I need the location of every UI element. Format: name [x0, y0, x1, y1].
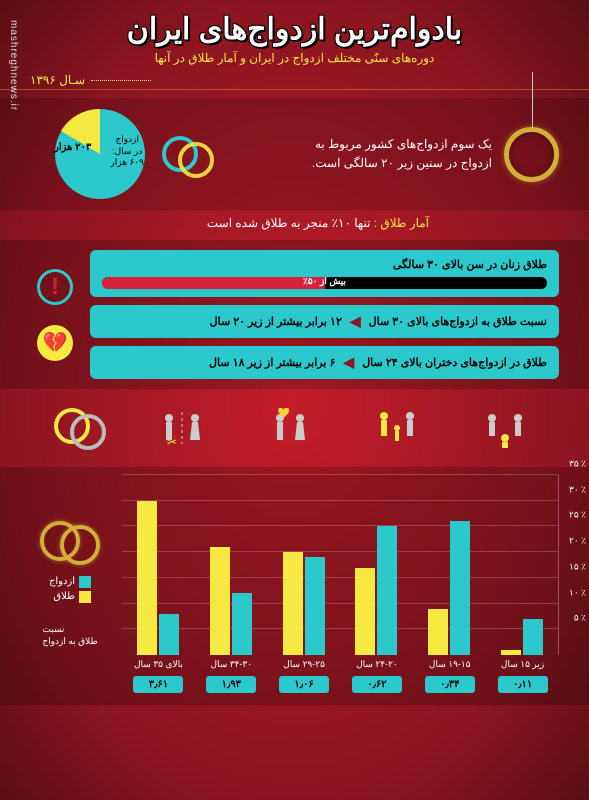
subtitle: دوره‌های سنّی مختلف ازدواج در ایران و آم… [20, 51, 569, 65]
section-stats: طلاق زنان در سن بالای ۳۰ سالگی بیش از ۵۰… [0, 240, 589, 389]
broken-heart-icon: 💔 [37, 325, 73, 361]
ring-icon [504, 127, 559, 182]
icon-row: 💛 ✂ [0, 389, 589, 467]
svg-text:✂: ✂ [167, 435, 177, 448]
section-chart: ٪ ۵٪ ۱۰٪ ۱۵٪ ۲۰٪ ۲۵٪ ۳۰٪ ۳۵ زیر ۱۵ سال۱۹… [0, 467, 589, 705]
main-title: بادوام‌ترین ازدواج‌های ایران [20, 12, 569, 47]
gold-rings-icon [40, 521, 100, 561]
stat-box-ratio-1: نسبت طلاق به ازدواج‌های بالای ۳۰ سال ◀ ۱… [90, 305, 559, 338]
exclamation-icon: ! [37, 269, 73, 305]
argue-icon [475, 403, 535, 453]
section-pie: یک سوم ازدواج‌های کشور مربوط به ازدواج د… [0, 98, 589, 210]
rings-teal-icon [162, 134, 212, 174]
pie-slice-label: ۲۰۳ هزار [54, 142, 91, 153]
separation-icon: ✂ [152, 403, 212, 453]
chart-legend-side: ازدواج طلاق نسبت طلاق به ازدواج [30, 475, 110, 693]
legend: ازدواج طلاق [49, 573, 91, 606]
stat-boxes: طلاق زنان در سن بالای ۳۰ سالگی بیش از ۵۰… [90, 250, 559, 379]
svg-text:💛: 💛 [277, 408, 290, 419]
watermark: mashreghnews.ir [8, 20, 19, 111]
year-label: سـال ۱۳۹۶ [0, 71, 589, 90]
pie-total-label: ازدواج در سال: ۶۰۹ هزار [110, 134, 144, 169]
divorce-summary: آمار طلاق : تنها ۱۰٪ منجر به طلاق شده اس… [0, 210, 589, 240]
stat-box-bar: طلاق زنان در سن بالای ۳۰ سالگی بیش از ۵۰… [90, 250, 559, 297]
stat-box-ratio-2: طلاق در ازدواج‌های دختران بالای ۲۴ سال ◀… [90, 346, 559, 379]
ratio-label: نسبت طلاق به ازدواج [42, 624, 97, 647]
ring-pair-icon [54, 408, 104, 448]
couple-heart-icon: 💛 [260, 403, 320, 453]
side-icons: ! 💔 [30, 269, 80, 361]
header: بادوام‌ترین ازدواج‌های ایران دوره‌های سن… [0, 0, 589, 71]
pie-chart: ۲۰۳ هزار ازدواج در سال: ۶۰۹ هزار [50, 104, 150, 204]
pie-description: یک سوم ازدواج‌های کشور مربوط به ازدواج د… [224, 135, 492, 173]
bar-chart: ٪ ۵٪ ۱۰٪ ۱۵٪ ۲۰٪ ۲۵٪ ۳۰٪ ۳۵ زیر ۱۵ سال۱۹… [122, 475, 559, 693]
progress-bar: بیش از ۵۰٪ [102, 277, 547, 289]
family-icon [367, 403, 427, 453]
arrow-icon: ◀ [343, 354, 354, 371]
arrow-icon: ◀ [350, 313, 361, 330]
